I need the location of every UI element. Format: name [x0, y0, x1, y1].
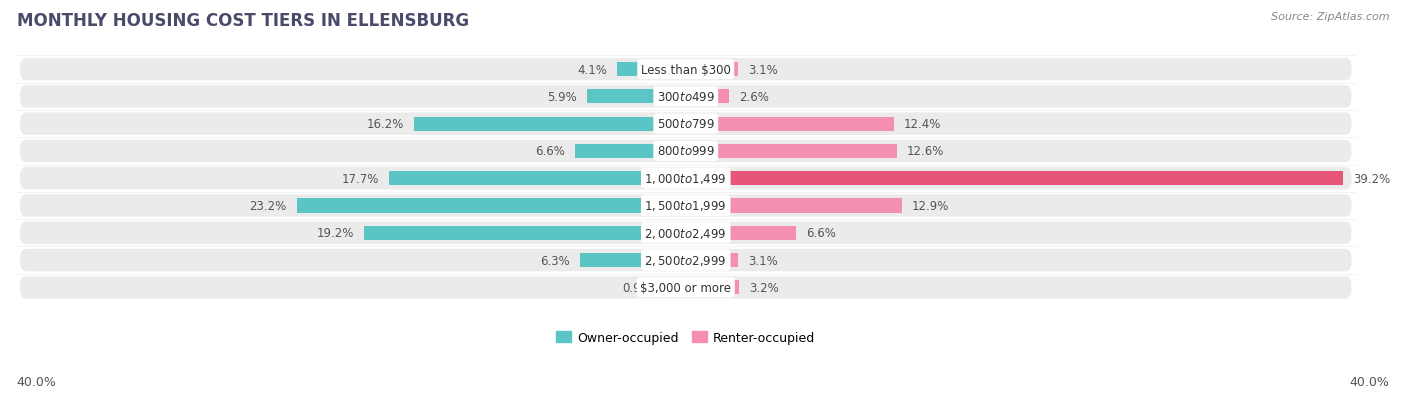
Text: $1,500 to $1,999: $1,500 to $1,999 — [644, 199, 727, 213]
Text: $2,500 to $2,999: $2,500 to $2,999 — [644, 254, 727, 268]
FancyBboxPatch shape — [20, 249, 1351, 272]
Bar — [389, 172, 686, 186]
Text: 3.2%: 3.2% — [749, 281, 779, 294]
Text: 39.2%: 39.2% — [1353, 172, 1391, 185]
Text: MONTHLY HOUSING COST TIERS IN ELLENSBURG: MONTHLY HOUSING COST TIERS IN ELLENSBURG — [17, 12, 470, 30]
Text: 4.1%: 4.1% — [576, 63, 607, 76]
Bar — [686, 280, 740, 295]
Bar — [586, 90, 686, 104]
Text: 5.9%: 5.9% — [547, 90, 576, 104]
Text: Source: ZipAtlas.com: Source: ZipAtlas.com — [1271, 12, 1389, 22]
Text: 0.96%: 0.96% — [623, 281, 659, 294]
Bar — [297, 199, 686, 213]
Text: $500 to $799: $500 to $799 — [657, 118, 714, 131]
FancyBboxPatch shape — [20, 140, 1351, 163]
Text: 12.9%: 12.9% — [912, 199, 949, 212]
Text: 12.6%: 12.6% — [907, 145, 945, 158]
Text: $300 to $499: $300 to $499 — [657, 90, 714, 104]
Bar — [364, 226, 686, 240]
Text: $800 to $999: $800 to $999 — [657, 145, 714, 158]
Bar — [669, 280, 686, 295]
Bar — [686, 172, 1343, 186]
Text: $2,000 to $2,499: $2,000 to $2,499 — [644, 226, 727, 240]
FancyBboxPatch shape — [20, 59, 1351, 81]
Bar — [686, 226, 796, 240]
Text: 6.6%: 6.6% — [807, 227, 837, 240]
Bar — [686, 117, 894, 131]
Text: 17.7%: 17.7% — [342, 172, 378, 185]
Text: 40.0%: 40.0% — [17, 375, 56, 388]
FancyBboxPatch shape — [20, 86, 1351, 108]
Bar — [686, 90, 730, 104]
Text: 3.1%: 3.1% — [748, 254, 778, 267]
Bar — [686, 145, 897, 159]
Text: $3,000 or more: $3,000 or more — [640, 281, 731, 294]
Text: 6.3%: 6.3% — [540, 254, 569, 267]
Text: 23.2%: 23.2% — [249, 199, 287, 212]
Text: 12.4%: 12.4% — [904, 118, 941, 131]
Bar — [686, 253, 738, 268]
FancyBboxPatch shape — [20, 168, 1351, 190]
Text: $1,000 to $1,499: $1,000 to $1,499 — [644, 172, 727, 186]
Text: 6.6%: 6.6% — [536, 145, 565, 158]
Text: Less than $300: Less than $300 — [641, 63, 731, 76]
Bar — [686, 63, 738, 77]
FancyBboxPatch shape — [20, 195, 1351, 217]
Text: 40.0%: 40.0% — [1350, 375, 1389, 388]
Text: 3.1%: 3.1% — [748, 63, 778, 76]
Bar — [617, 63, 686, 77]
FancyBboxPatch shape — [20, 222, 1351, 244]
Text: 2.6%: 2.6% — [740, 90, 769, 104]
Bar — [575, 145, 686, 159]
Text: 16.2%: 16.2% — [367, 118, 404, 131]
FancyBboxPatch shape — [20, 113, 1351, 135]
Bar — [581, 253, 686, 268]
Text: 19.2%: 19.2% — [316, 227, 354, 240]
Bar — [415, 117, 686, 131]
Bar — [686, 199, 903, 213]
FancyBboxPatch shape — [20, 276, 1351, 299]
Legend: Owner-occupied, Renter-occupied: Owner-occupied, Renter-occupied — [551, 326, 820, 349]
